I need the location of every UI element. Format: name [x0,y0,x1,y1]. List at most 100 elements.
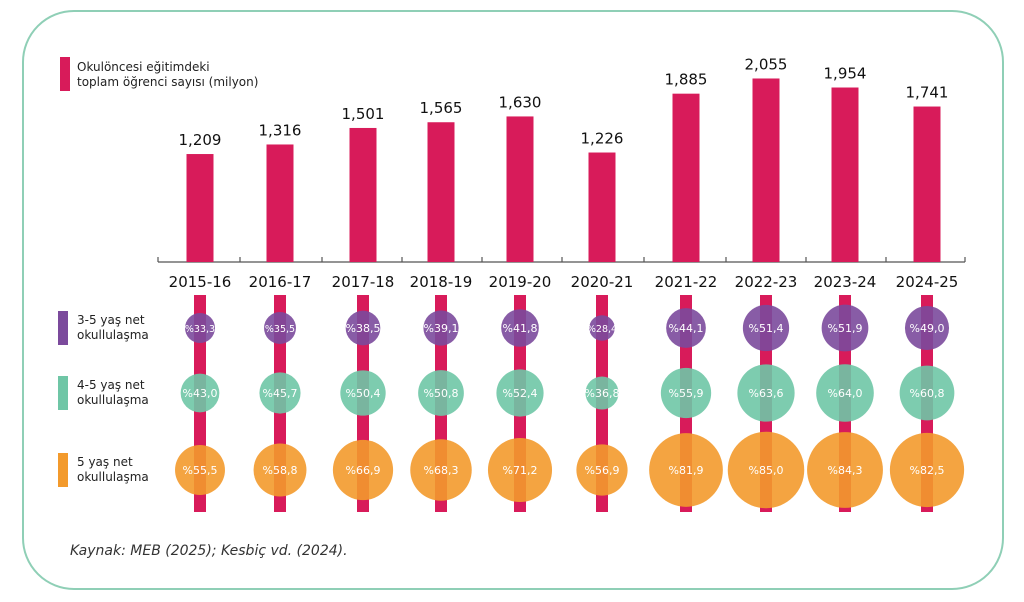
source-caption: Kaynak: MEB (2025); Kesbiç vd. (2024). [70,543,348,559]
bubble [340,370,386,416]
legend-swatch-bubble [58,453,68,487]
legend-swatch-bubble [58,376,68,410]
bar-value-label: 1,630 [499,93,542,111]
bubble [816,364,874,422]
bubble [332,439,394,501]
legend-label-bubble: 3-5 yaş net [77,313,145,327]
bubble-value-label: %71,2 [503,464,538,477]
bubble-value-label: %63,6 [749,387,784,400]
bubble [737,364,795,422]
legend-label-bubble: 5 yaş net [77,455,133,469]
category-label: 2021-22 [655,273,718,291]
category-label: 2022-23 [735,273,798,291]
bubble [821,304,869,352]
bubble-value-label: %56,9 [585,464,620,477]
bar [266,144,294,262]
legend-label-bubble: okullulaşma [77,328,149,342]
bubble [899,365,955,421]
bubble-value-label: %45,7 [263,387,298,400]
bubble [259,372,301,414]
bubble-value-label: %82,5 [910,464,945,477]
bubble [742,304,790,352]
bubble [501,309,539,347]
bubble [807,432,883,508]
bubble-value-label: %49,0 [910,322,945,335]
bubble-value-label: %66,9 [346,464,381,477]
category-label: 2018-19 [410,273,473,291]
category-label: 2024-25 [896,273,959,291]
bar-value-label: 1,501 [342,105,385,123]
bar [588,152,616,262]
bar-value-label: 1,954 [824,65,867,83]
bubble [576,444,628,496]
bubble-value-label: %35,5 [265,324,295,335]
bar [349,127,377,263]
bar-value-label: 2,055 [745,55,788,73]
bubble [253,443,307,497]
legend-label-bubble: okullulaşma [77,470,149,484]
bubble-value-label: %43,0 [183,387,218,400]
bubble-value-label: %44,1 [669,322,704,335]
bubble-value-label: %50,8 [424,387,459,400]
bubble-value-label: %55,9 [669,387,704,400]
bubble [423,310,459,346]
bubble [180,373,220,413]
bubble-value-label: %51,4 [749,322,784,335]
bubble-value-label: %51,9 [828,322,863,335]
bubble-value-label: %33,3 [185,324,215,335]
bar-value-label: 1,885 [665,71,708,89]
bubble [487,437,553,503]
bubble-value-label: %58,8 [263,464,298,477]
bubble [496,369,544,417]
category-label: 2019-20 [489,273,552,291]
bubble [889,432,965,508]
bubble-value-label: %38,5 [346,322,381,335]
bubble [345,310,381,346]
bar-value-label: 1,226 [581,130,624,148]
legend-label-bubble: 4-5 yaş net [77,378,145,392]
bubble-value-label: %39,1 [424,322,459,335]
category-label: 2023-24 [814,273,877,291]
bar [672,93,700,263]
bubble [185,313,215,343]
bubble [264,312,296,344]
legend-label-students: toplam öğrenci sayısı (milyon) [77,75,258,89]
bubble [727,431,805,509]
bubble [175,445,225,495]
bar-value-label: 1,316 [259,121,302,139]
bubble [410,439,472,501]
chart-frame [22,10,1004,590]
category-label: 2016-17 [249,273,312,291]
legend-label-bubble: okullulaşma [77,393,149,407]
bar-value-label: 1,209 [179,131,222,149]
bubble-value-label: %36,8 [585,387,620,400]
bubble-value-label: %68,3 [424,464,459,477]
bubble-value-label: %81,9 [669,464,704,477]
bubble-value-label: %85,0 [749,464,784,477]
bar [186,154,214,262]
bubble [904,305,950,351]
bubble [666,308,706,348]
bubble [660,367,712,419]
bar [913,106,941,262]
bar-value-label: 1,741 [906,84,949,102]
bubble-value-label: %55,5 [183,464,218,477]
legend-swatch-students [60,57,70,91]
bar [752,78,780,263]
category-label: 2015-16 [169,273,232,291]
bar [831,87,859,262]
legend-swatch-bubble [58,311,68,345]
bubble [589,315,615,341]
bubble-value-label: %50,4 [346,387,381,400]
bubble [418,370,464,416]
bubble-value-label: %60,8 [910,387,945,400]
category-label: 2017-18 [332,273,395,291]
bar [427,122,455,262]
bubble-value-label: %28,4 [587,324,617,335]
bubble-value-label: %41,8 [503,322,538,335]
bubble-value-label: %64,0 [828,387,863,400]
bubble-value-label: %84,3 [828,464,863,477]
bubble [585,376,619,410]
bubble-value-label: %52,4 [503,387,538,400]
